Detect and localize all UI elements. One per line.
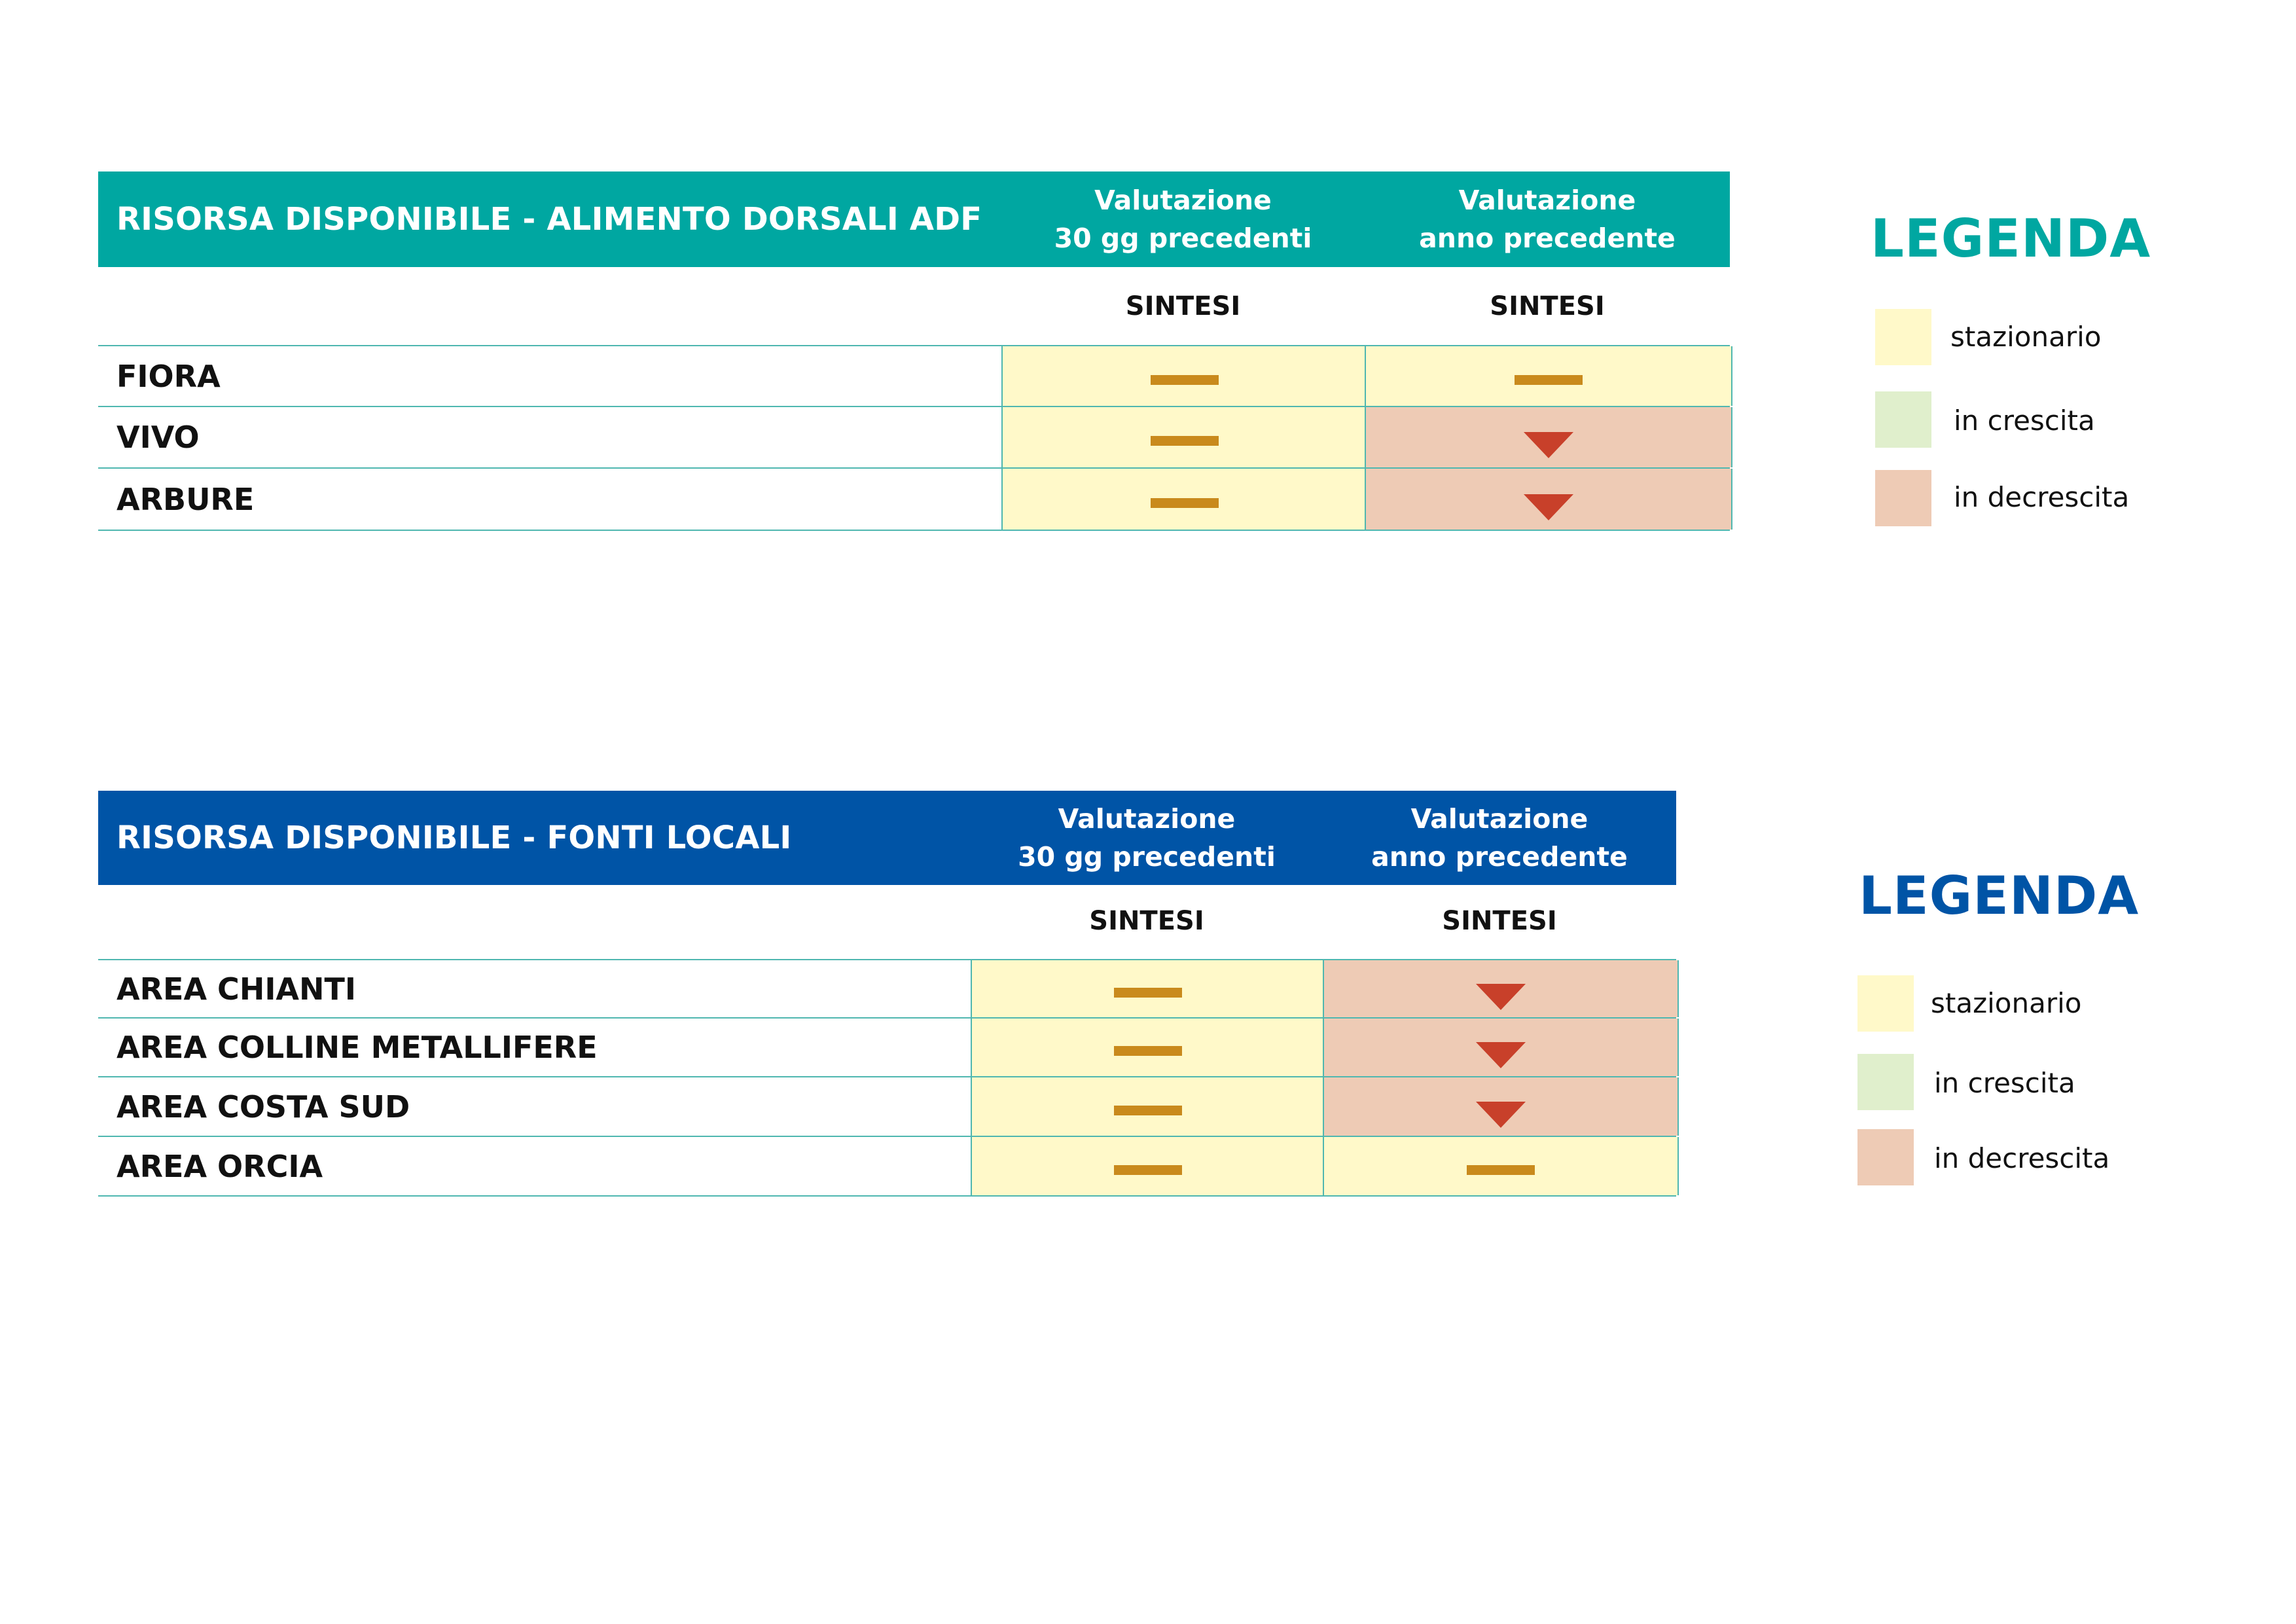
row-label: ARBURE bbox=[117, 481, 255, 517]
legend2-title: LEGENDA bbox=[1859, 865, 2140, 926]
table2-sub1: SINTESI bbox=[1089, 906, 1204, 936]
status-cell-30gg bbox=[971, 1077, 1324, 1136]
legend1-label-crescita: in crescita bbox=[1954, 405, 2095, 437]
legend2-swatch-crescita bbox=[1857, 1054, 1914, 1110]
decrescita-arrow-icon bbox=[1524, 432, 1573, 458]
table-row: AREA ORCIA bbox=[98, 1137, 1679, 1197]
table-row: VIVO bbox=[98, 407, 1732, 469]
stazionario-mark bbox=[1114, 1105, 1182, 1115]
status-cell-anno bbox=[1323, 1077, 1679, 1136]
table2-header: RISORSA DISPONIBILE - FONTI LOCALI Valut… bbox=[98, 791, 1676, 885]
stazionario-mark bbox=[1150, 436, 1219, 446]
decrescita-arrow-icon bbox=[1476, 983, 1526, 1010]
status-cell-anno bbox=[1365, 346, 1732, 406]
status-cell-30gg bbox=[971, 1137, 1324, 1195]
decrescita-arrow-icon bbox=[1476, 1042, 1526, 1068]
table1-col1-line2: 30 gg precedenti bbox=[1054, 223, 1312, 254]
status-cell-30gg bbox=[1001, 407, 1366, 467]
legend2-swatch-stazionario bbox=[1857, 975, 1914, 1032]
stazionario-mark bbox=[1150, 497, 1219, 508]
table-row: FIORA bbox=[98, 345, 1732, 407]
status-cell-30gg bbox=[971, 960, 1324, 1017]
table1-col2-line1: Valutazione bbox=[1458, 185, 1636, 216]
stazionario-mark bbox=[1150, 374, 1219, 385]
legend1-label-decrescita: in decrescita bbox=[1954, 481, 2130, 513]
legend1-title: LEGENDA bbox=[1871, 208, 2151, 269]
table1-sub1: SINTESI bbox=[1125, 291, 1241, 321]
legend1-swatch-stazionario bbox=[1875, 309, 1931, 365]
table1-col2-line2: anno precedente bbox=[1419, 223, 1676, 254]
legend2-label-stazionario: stazionario bbox=[1931, 987, 2082, 1019]
legend2-label-decrescita: in decrescita bbox=[1934, 1142, 2110, 1174]
table1-col2-header: Valutazione anno precedente bbox=[1365, 171, 1730, 267]
row-label: FIORA bbox=[117, 358, 221, 394]
table-row: AREA COSTA SUD bbox=[98, 1077, 1679, 1137]
table2-sub2: SINTESI bbox=[1442, 906, 1557, 936]
legend1-swatch-decrescita bbox=[1875, 470, 1931, 526]
table-row: AREA CHIANTI bbox=[98, 959, 1679, 1019]
table2-col2-header: Valutazione anno precedente bbox=[1323, 791, 1676, 885]
table2-title: RISORSA DISPONIBILE - FONTI LOCALI bbox=[117, 820, 792, 856]
table2-col1-line2: 30 gg precedenti bbox=[1018, 841, 1276, 873]
row-label: AREA ORCIA bbox=[117, 1148, 323, 1184]
stazionario-mark bbox=[1114, 987, 1182, 998]
row-label: VIVO bbox=[117, 420, 200, 455]
status-cell-anno bbox=[1323, 960, 1679, 1017]
decrescita-arrow-icon bbox=[1524, 494, 1573, 520]
table1-sub2: SINTESI bbox=[1490, 291, 1605, 321]
row-label: AREA CHIANTI bbox=[117, 971, 357, 1007]
status-cell-30gg bbox=[971, 1019, 1324, 1076]
table1-col1-header: Valutazione 30 gg precedenti bbox=[1001, 171, 1365, 267]
legend2-swatch-decrescita bbox=[1857, 1129, 1914, 1185]
table1-header: RISORSA DISPONIBILE - ALIMENTO DORSALI A… bbox=[98, 171, 1730, 267]
stazionario-mark bbox=[1114, 1046, 1182, 1056]
row-label: AREA COSTA SUD bbox=[117, 1089, 410, 1125]
status-cell-anno bbox=[1323, 1019, 1679, 1076]
table1-col1-line1: Valutazione bbox=[1094, 185, 1272, 216]
status-cell-30gg bbox=[1001, 469, 1366, 530]
table1-title: RISORSA DISPONIBILE - ALIMENTO DORSALI A… bbox=[117, 201, 982, 238]
stazionario-mark bbox=[1467, 1164, 1535, 1175]
table-row: AREA COLLINE METALLIFERE bbox=[98, 1019, 1679, 1077]
status-cell-30gg bbox=[1001, 346, 1366, 406]
table2-col2-line2: anno precedente bbox=[1371, 841, 1628, 873]
table2-col1-line1: Valutazione bbox=[1058, 803, 1236, 835]
legend1-label-stazionario: stazionario bbox=[1950, 321, 2102, 353]
stazionario-mark bbox=[1515, 374, 1583, 385]
status-cell-anno bbox=[1365, 469, 1732, 530]
table-row: ARBURE bbox=[98, 469, 1732, 531]
table2-col2-line1: Valutazione bbox=[1410, 803, 1588, 835]
status-cell-anno bbox=[1323, 1137, 1679, 1195]
decrescita-arrow-icon bbox=[1476, 1101, 1526, 1128]
stazionario-mark bbox=[1114, 1164, 1182, 1175]
row-label: AREA COLLINE METALLIFERE bbox=[117, 1030, 598, 1065]
legend1-swatch-crescita bbox=[1875, 391, 1931, 448]
status-cell-anno bbox=[1365, 407, 1732, 467]
legend2-label-crescita: in crescita bbox=[1934, 1067, 2075, 1099]
table2-col1-header: Valutazione 30 gg precedenti bbox=[971, 791, 1323, 885]
